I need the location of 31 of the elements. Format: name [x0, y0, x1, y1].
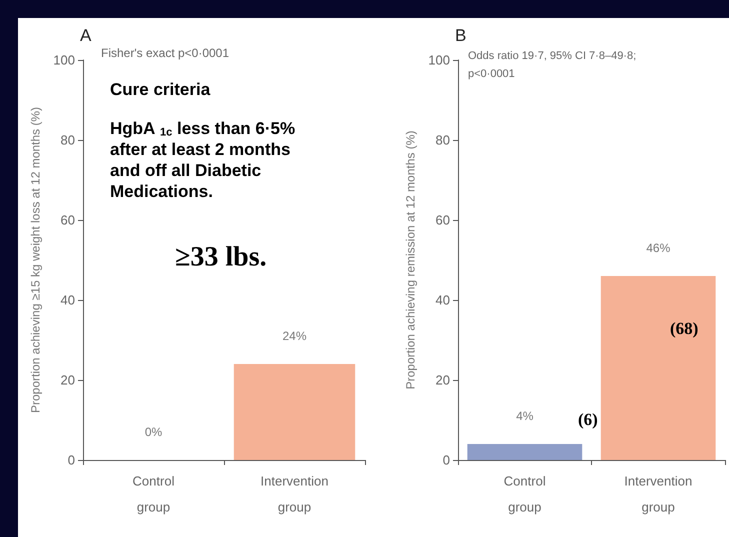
y-tick-label: 100: [53, 52, 75, 68]
y-tick-label: 40: [60, 292, 75, 308]
y-axis-title: Proportion achieving ≥15 kg weight loss at 12 months (%): [28, 106, 42, 414]
data-label: 0%: [144, 425, 162, 439]
x-tick-label: Intervention group: [624, 474, 692, 514]
x-tick-label: Intervention group: [260, 474, 328, 514]
chart-title: B: [455, 26, 466, 45]
annotation: (6): [578, 410, 598, 429]
x-tick-label: Control group: [504, 474, 546, 514]
annotation: (68): [670, 319, 698, 338]
chart-title: A: [80, 26, 92, 45]
y-tick-label: 40: [436, 292, 450, 308]
y-tick-label: 20: [60, 372, 75, 388]
x-tick-label: Control group: [132, 474, 175, 514]
data-label: 46%: [646, 241, 671, 255]
y-tick-label: 80: [436, 132, 450, 148]
y-tick-label: 0: [442, 452, 450, 468]
y-tick-label: 20: [436, 372, 450, 388]
data-label: 4%: [516, 409, 534, 423]
y-tick-label: 60: [60, 212, 75, 228]
annotation: HgbA 1c less than 6·5% after at least 2 months and off all Diabetic Medications.: [110, 119, 300, 201]
annotation: Odds ratio 19·7, 95% CI 7·8–49·8; p<0·0001: [468, 50, 640, 80]
y-tick-label: 100: [428, 52, 450, 68]
y-tick-label: 80: [60, 132, 75, 148]
y-tick-label: 60: [436, 212, 450, 228]
annotation: Cure criteria: [110, 80, 211, 99]
text: Fisher's exact p<0·0001: [101, 46, 230, 60]
annotation: ≥33 lbs.: [175, 242, 267, 272]
data-label: 24%: [282, 329, 307, 343]
y-axis-title: Proportion achieving remission at 12 months (%): [403, 130, 418, 390]
y-tick-label: 0: [68, 452, 75, 468]
